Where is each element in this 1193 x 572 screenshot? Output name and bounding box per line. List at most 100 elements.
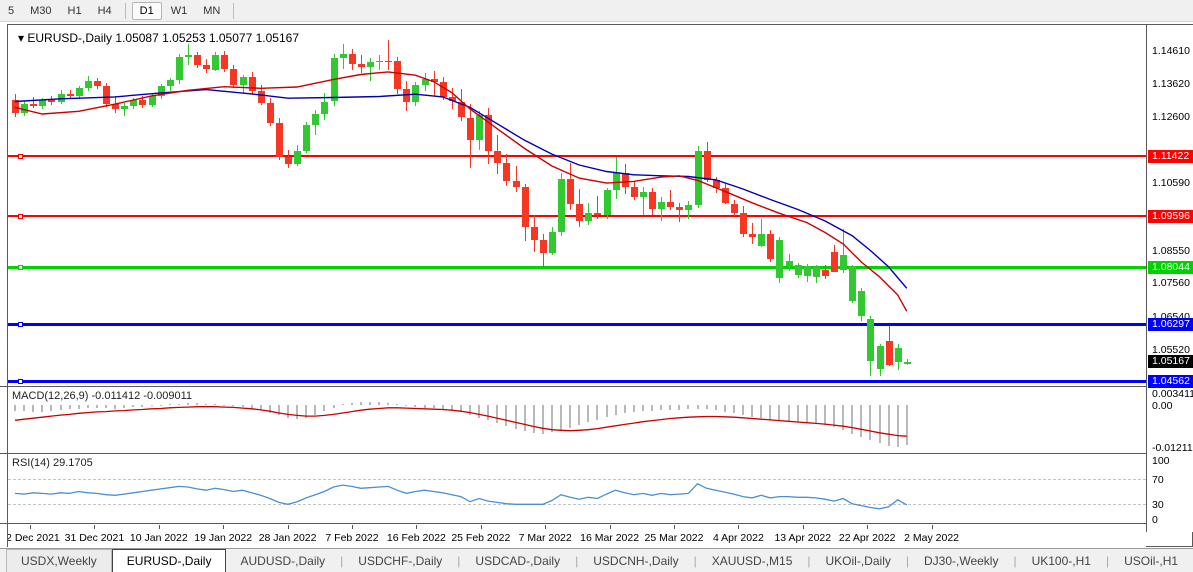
date-label[interactable]: 4 Apr 2022 xyxy=(712,532,764,544)
candle-bear[interactable] xyxy=(703,150,711,181)
candle-bear[interactable] xyxy=(30,104,38,107)
candle-bear[interactable] xyxy=(821,269,829,276)
date-label[interactable]: 19 Jan 2022 xyxy=(194,532,253,544)
candle-bear[interactable] xyxy=(730,203,738,213)
date-label[interactable]: 22 Dec 2021 xyxy=(8,532,60,544)
candle-bear[interactable] xyxy=(457,101,465,117)
candle-bull[interactable] xyxy=(175,57,183,81)
horizontal-level-line[interactable] xyxy=(8,155,1146,157)
candle-bear[interactable] xyxy=(48,100,56,103)
candle-bull[interactable] xyxy=(603,190,611,216)
candle-bear[interactable] xyxy=(721,187,729,204)
candle-bear[interactable] xyxy=(248,77,256,91)
candle-bull[interactable] xyxy=(57,93,65,103)
candle-bull[interactable] xyxy=(184,55,192,58)
candle-bear[interactable] xyxy=(567,179,575,205)
candle-bear[interactable] xyxy=(621,172,629,187)
timeframe-button-h4[interactable]: H4 xyxy=(97,4,112,17)
candle-bull[interactable] xyxy=(858,290,866,316)
candle-bull[interactable] xyxy=(421,78,429,86)
candle-bull[interactable] xyxy=(21,104,29,114)
candle-bull[interactable] xyxy=(658,202,666,209)
rsi-pane[interactable]: RSI(14) 29.1705 xyxy=(8,455,1146,525)
candle-bear[interactable] xyxy=(112,104,120,109)
candle-bear[interactable] xyxy=(285,156,292,164)
chart-tab-usdcnh-daily[interactable]: USDCNH-,Daily xyxy=(593,553,679,568)
timeframe-button-d1[interactable]: D1 xyxy=(131,1,162,20)
candle-bull[interactable] xyxy=(166,80,174,86)
candle-bear[interactable] xyxy=(649,192,656,209)
chart-tab-eurusd-daily[interactable]: EURUSD-,Daily xyxy=(111,549,227,572)
candle-bear[interactable] xyxy=(512,181,520,187)
candle-bear[interactable] xyxy=(530,226,538,240)
candle-bull[interactable] xyxy=(412,85,420,103)
candle-bull[interactable] xyxy=(758,234,766,247)
candle-bull[interactable] xyxy=(212,54,220,70)
candle-bear[interactable] xyxy=(12,100,19,114)
candle-bull[interactable] xyxy=(294,150,302,164)
date-label[interactable]: 10 Jan 2022 xyxy=(129,532,188,544)
candle-bull[interactable] xyxy=(339,54,347,58)
candle-bull[interactable] xyxy=(312,114,320,125)
horizontal-level-line[interactable] xyxy=(8,265,1146,269)
candle-bull[interactable] xyxy=(867,318,875,361)
candle-bull[interactable] xyxy=(476,114,484,140)
candle-bull[interactable] xyxy=(785,261,793,266)
pane-separator[interactable] xyxy=(0,386,1193,387)
candle-bull[interactable] xyxy=(75,88,83,97)
timeframe-button-h1[interactable]: H1 xyxy=(67,4,82,17)
candle-bear[interactable] xyxy=(194,55,201,65)
candle-bull[interactable] xyxy=(84,81,92,89)
candle-bull[interactable] xyxy=(849,266,857,301)
candle-bear[interactable] xyxy=(594,213,602,216)
candle-bull[interactable] xyxy=(303,124,311,151)
pane-separator[interactable] xyxy=(0,453,1193,454)
candle-bull[interactable] xyxy=(685,205,693,210)
candle-bear[interactable] xyxy=(485,114,493,151)
timeframe-button-w1[interactable]: W1 xyxy=(170,4,188,17)
candle-bull[interactable] xyxy=(121,105,129,110)
date-label[interactable]: 13 Apr 2022 xyxy=(774,532,832,544)
candle-bull[interactable] xyxy=(812,266,820,278)
price-chart-pane[interactable]: ▾ EURUSD-,Daily 1.05087 1.05253 1.05077 … xyxy=(8,25,1146,385)
candle-bear[interactable] xyxy=(676,206,684,210)
line-anchor-handle[interactable] xyxy=(18,264,23,270)
candle-bull[interactable] xyxy=(840,255,848,270)
chart-tab-xauusd-m15[interactable]: XAUUSD-,M15 xyxy=(711,553,793,568)
candle-bear[interactable] xyxy=(230,68,238,85)
candle-bear[interactable] xyxy=(539,239,547,253)
candle-bull[interactable] xyxy=(894,347,902,362)
candle-bear[interactable] xyxy=(93,81,101,86)
chart-tab-uk100-h1[interactable]: UK100-,H1 xyxy=(1031,553,1091,568)
candle-bear[interactable] xyxy=(521,187,529,227)
chart-tab-audusd-daily[interactable]: AUDUSD-,Daily xyxy=(240,553,326,568)
line-anchor-handle[interactable] xyxy=(18,153,23,159)
candle-bull[interactable] xyxy=(794,264,802,275)
date-label[interactable]: 31 Dec 2021 xyxy=(64,532,125,544)
candle-bull[interactable] xyxy=(776,239,784,278)
candle-bear[interactable] xyxy=(266,102,274,124)
chart-tab-usdcad-daily[interactable]: USDCAD-,Daily xyxy=(475,553,561,568)
candle-bull[interactable] xyxy=(585,213,593,221)
candle-bull[interactable] xyxy=(366,62,374,68)
line-anchor-handle[interactable] xyxy=(18,379,23,385)
candle-bear[interactable] xyxy=(221,54,229,69)
candle-bear[interactable] xyxy=(394,61,402,90)
candle-bull[interactable] xyxy=(330,58,338,102)
candle-bear[interactable] xyxy=(348,54,356,64)
candle-bear[interactable] xyxy=(667,202,675,207)
candle-bear[interactable] xyxy=(275,123,283,157)
candle-bear[interactable] xyxy=(885,340,893,365)
candle-bear[interactable] xyxy=(576,204,584,221)
candle-bull[interactable] xyxy=(376,60,383,63)
candle-bear[interactable] xyxy=(385,60,393,63)
chart-tab-usdchf-daily[interactable]: USDCHF-,Daily xyxy=(358,553,443,568)
candle-bull[interactable] xyxy=(803,266,811,276)
horizontal-level-line[interactable] xyxy=(8,380,1146,384)
line-anchor-handle[interactable] xyxy=(18,213,23,219)
horizontal-level-line[interactable] xyxy=(8,323,1146,327)
candle-bear[interactable] xyxy=(831,252,838,272)
date-label[interactable]: 25 Mar 2022 xyxy=(644,532,704,544)
candle-bear[interactable] xyxy=(749,234,757,238)
candle-bull[interactable] xyxy=(639,192,647,197)
